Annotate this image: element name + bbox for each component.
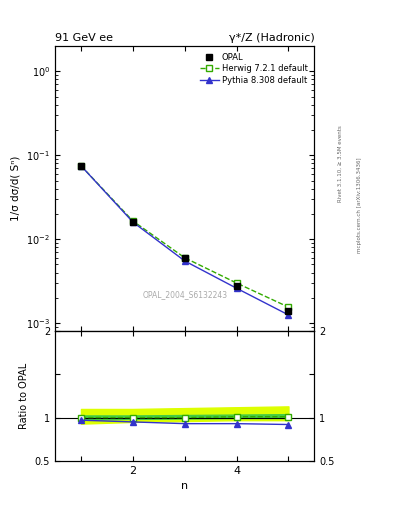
Y-axis label: Ratio to OPAL: Ratio to OPAL (19, 363, 29, 429)
Legend: OPAL, Herwig 7.2.1 default, Pythia 8.308 default: OPAL, Herwig 7.2.1 default, Pythia 8.308… (198, 50, 310, 87)
Text: Rivet 3.1.10, ≥ 3.5M events: Rivet 3.1.10, ≥ 3.5M events (338, 125, 342, 202)
Y-axis label: 1/σ dσ/d( Sⁿ): 1/σ dσ/d( Sⁿ) (11, 156, 20, 221)
Text: 91 GeV ee: 91 GeV ee (55, 33, 113, 42)
Text: mcplots.cern.ch [arXiv:1306.3436]: mcplots.cern.ch [arXiv:1306.3436] (357, 157, 362, 252)
Text: OPAL_2004_S6132243: OPAL_2004_S6132243 (142, 290, 227, 298)
X-axis label: n: n (181, 481, 188, 491)
Text: γ*/Z (Hadronic): γ*/Z (Hadronic) (229, 33, 314, 42)
